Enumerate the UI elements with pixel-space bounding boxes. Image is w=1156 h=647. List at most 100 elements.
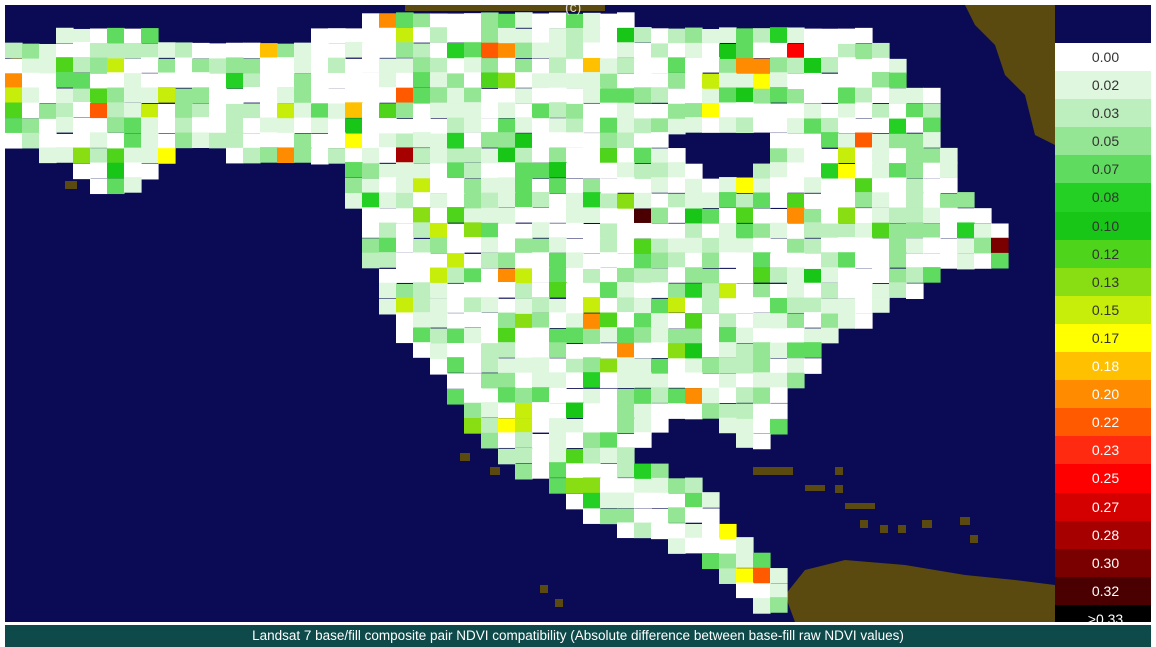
ndvi-tile [481,118,499,135]
ndvi-tile [685,103,703,119]
ndvi-tile [549,358,567,374]
ndvi-tile [294,42,312,59]
ndvi-tile [600,43,618,60]
ndvi-tile [379,163,397,180]
ndvi-tile [600,402,618,419]
ndvi-tile [583,27,601,44]
ndvi-tile [532,58,550,75]
ndvi-tile [396,162,414,178]
ndvi-tile [481,207,499,224]
ndvi-tile [447,297,465,313]
ndvi-tile [736,252,754,269]
ndvi-tile [328,57,346,74]
ndvi-tile [549,312,567,329]
ndvi-tile [447,193,465,209]
ndvi-tile [600,193,618,210]
ndvi-tile [90,178,108,195]
ndvi-tile [719,523,737,540]
ndvi-tile [906,178,924,195]
ndvi-tile [481,58,499,74]
ndvi-tile [702,283,720,299]
ndvi-tile [294,73,312,89]
ndvi-tile [56,117,74,133]
ndvi-tile [532,178,550,195]
ndvi-tile [464,268,482,284]
ndvi-tile [566,178,584,195]
ndvi-tile [668,162,686,178]
ndvi-tile [634,72,652,89]
ndvi-tile [787,238,805,255]
ndvi-tile [889,282,907,298]
ndvi-tile [668,297,686,313]
ndvi-tile [770,162,788,178]
ndvi-tile [634,327,652,343]
ndvi-tile [549,478,567,494]
ndvi-tile [617,58,635,74]
ndvi-tile [719,417,737,434]
ndvi-tile [447,132,465,149]
ndvi-tile [906,222,924,239]
ndvi-tile [413,238,431,255]
ndvi-tile [668,523,686,539]
ndvi-tile [753,598,771,614]
ndvi-tile [923,132,941,148]
ndvi-tile [413,27,431,43]
ndvi-tile [668,478,686,494]
ndvi-tile [651,193,669,210]
ndvi-tile [940,222,958,239]
ndvi-tile [515,283,533,299]
ndvi-tile [719,327,737,343]
ndvi-tile [651,477,669,494]
ndvi-tile [770,297,788,314]
ndvi-tile [889,133,907,150]
ndvi-tile [345,177,363,194]
ndvi-tile [464,162,482,179]
ndvi-tile [974,237,992,254]
ndvi-tile [617,388,635,405]
ndvi-tile [464,282,482,298]
ndvi-tile [260,72,278,89]
ndvi-tile [787,313,805,330]
ndvi-tile [719,283,737,299]
ndvi-tile [702,178,720,195]
ndvi-tile [566,222,584,239]
ndvi-tile [22,132,40,149]
ndvi-tile [889,237,907,253]
ndvi-tile [719,268,737,285]
ndvi-tile [804,118,822,135]
island-land [922,520,932,528]
ndvi-tile [481,328,499,344]
ndvi-tile [209,43,227,59]
ndvi-tile [515,327,533,344]
ndvi-tile [821,163,839,179]
ndvi-tile [634,163,652,180]
ndvi-tile [481,312,499,329]
ndvi-tile [583,268,601,285]
ndvi-tile [175,72,193,88]
ndvi-tile [243,58,261,75]
ndvi-tile [311,73,329,89]
ndvi-tile [685,72,703,89]
ndvi-tile [787,267,805,283]
ndvi-tile [515,357,533,374]
ndvi-tile [634,418,652,435]
ndvi-tile [583,42,601,59]
ndvi-tile [379,42,397,58]
ndvi-tile [685,283,703,299]
ndvi-tile [498,223,516,240]
ndvi-tile [549,267,567,284]
ndvi-tile [532,73,550,89]
ndvi-tile [889,58,907,75]
ndvi-tile [634,238,652,255]
ndvi-tile [396,267,414,283]
ndvi-tile [5,118,23,134]
ndvi-tile [668,372,686,388]
ndvi-tile [668,358,686,374]
ndvi-tile [141,28,159,44]
ndvi-tile [651,207,669,224]
ndvi-tile [549,207,567,223]
ndvi-tile [685,388,703,404]
ndvi-tile [855,102,873,119]
ndvi-tile [90,162,108,179]
ndvi-tile [787,282,805,299]
